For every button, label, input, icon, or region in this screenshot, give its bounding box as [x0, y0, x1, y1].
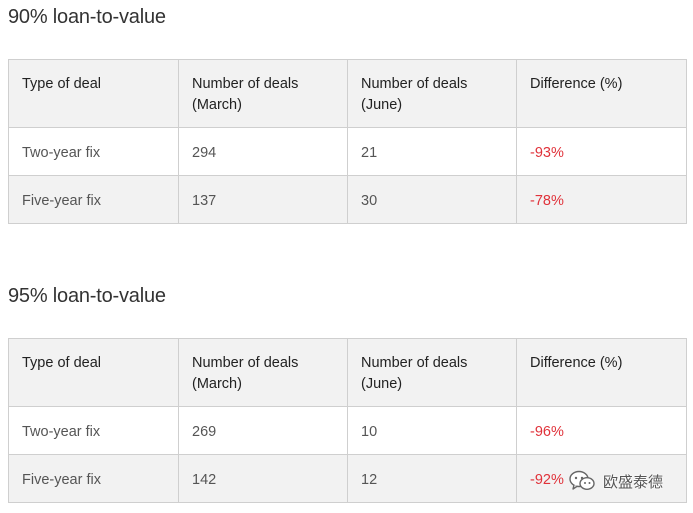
- table-header-row: Type of deal Number of deals (March) Num…: [8, 338, 687, 407]
- cell-type: Two-year fix: [8, 127, 179, 176]
- header-difference: Difference (%): [516, 59, 687, 128]
- cell-june: 21: [347, 127, 517, 176]
- header-difference: Difference (%): [516, 338, 687, 407]
- cell-march: 294: [178, 127, 348, 176]
- cell-difference: -96%: [516, 406, 687, 455]
- header-deals-march: Number of deals (March): [178, 338, 348, 407]
- cell-type: Two-year fix: [8, 406, 179, 455]
- cell-difference: -93%: [516, 127, 687, 176]
- watermark-text: 欧盛泰德: [603, 472, 664, 491]
- cell-june: 10: [347, 406, 517, 455]
- section-title-95-ltv: 95% loan-to-value: [8, 285, 166, 307]
- wechat-logo-icon: [569, 470, 595, 491]
- header-deals-june: Number of deals (June): [347, 338, 517, 407]
- cell-difference: -78%: [516, 175, 687, 224]
- deals-table-95-ltv: Type of deal Number of deals (March) Num…: [8, 338, 687, 503]
- deals-table-90-ltv: Type of deal Number of deals (March) Num…: [8, 59, 687, 224]
- table-row: Five-year fix 137 30 -78%: [8, 175, 687, 224]
- cell-march: 142: [178, 454, 348, 503]
- header-type-of-deal: Type of deal: [8, 59, 179, 128]
- cell-type: Five-year fix: [8, 454, 179, 503]
- table-header-row: Type of deal Number of deals (March) Num…: [8, 59, 687, 128]
- watermark: 欧盛泰德: [569, 470, 663, 492]
- header-deals-march: Number of deals (March): [178, 59, 348, 128]
- table-row: Two-year fix 269 10 -96%: [8, 406, 687, 455]
- cell-march: 137: [178, 175, 348, 224]
- cell-june: 30: [347, 175, 517, 224]
- header-deals-june: Number of deals (June): [347, 59, 517, 128]
- table-row: Five-year fix 142 12 -92%: [8, 454, 687, 503]
- header-type-of-deal: Type of deal: [8, 338, 179, 407]
- cell-june: 12: [347, 454, 517, 503]
- section-title-90-ltv: 90% loan-to-value: [8, 6, 166, 28]
- cell-march: 269: [178, 406, 348, 455]
- table-row: Two-year fix 294 21 -93%: [8, 127, 687, 176]
- cell-difference: -92%: [516, 454, 687, 503]
- cell-type: Five-year fix: [8, 175, 179, 224]
